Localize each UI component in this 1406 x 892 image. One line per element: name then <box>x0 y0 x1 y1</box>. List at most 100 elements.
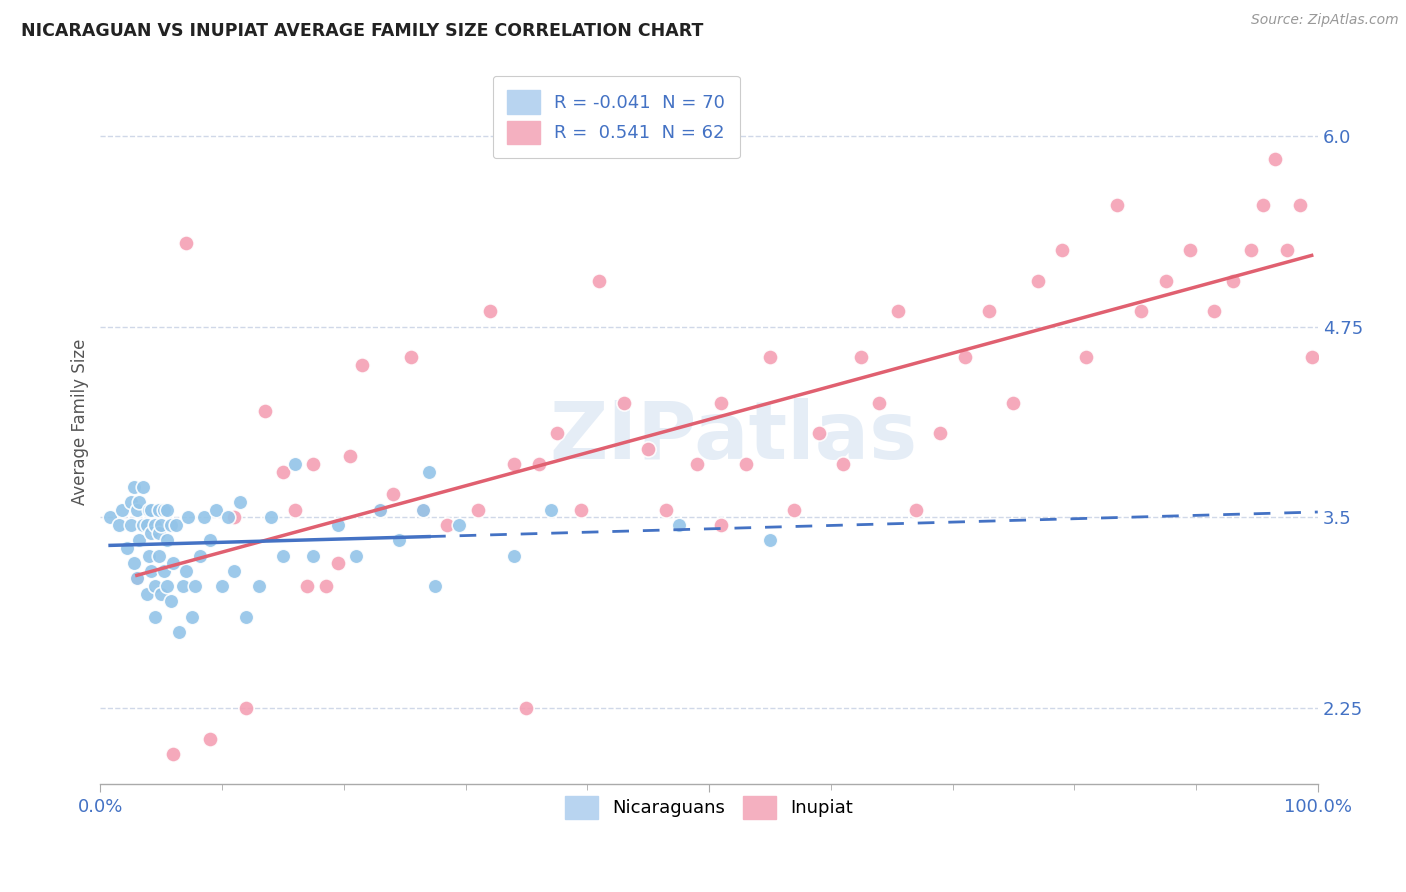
Point <box>152 502 174 516</box>
Point <box>152 564 174 578</box>
Point <box>120 518 142 533</box>
Point <box>150 518 173 533</box>
Point <box>188 549 211 563</box>
Point <box>297 579 319 593</box>
Point <box>613 396 636 410</box>
Point <box>107 518 129 533</box>
Point <box>160 518 183 533</box>
Point <box>124 480 146 494</box>
Point <box>224 510 246 524</box>
Point <box>783 502 806 516</box>
Point <box>184 579 207 593</box>
Point <box>315 579 337 593</box>
Point <box>156 579 179 593</box>
Point <box>128 495 150 509</box>
Point <box>177 510 200 524</box>
Point <box>759 350 782 364</box>
Point <box>710 396 733 410</box>
Point <box>132 518 155 533</box>
Point <box>418 465 440 479</box>
Text: NICARAGUAN VS INUPIAT AVERAGE FAMILY SIZE CORRELATION CHART: NICARAGUAN VS INUPIAT AVERAGE FAMILY SIZ… <box>21 22 703 40</box>
Point <box>869 396 891 410</box>
Point <box>569 502 592 516</box>
Point <box>478 304 501 318</box>
Point <box>98 510 121 524</box>
Point <box>247 579 270 593</box>
Point <box>412 502 434 516</box>
Legend: Nicaraguans, Inupiat: Nicaraguans, Inupiat <box>558 789 860 826</box>
Point <box>734 457 756 471</box>
Point <box>148 502 170 516</box>
Point <box>162 556 184 570</box>
Text: ZIPatlas: ZIPatlas <box>550 398 918 475</box>
Point <box>143 579 166 593</box>
Point <box>211 579 233 593</box>
Point <box>260 510 283 524</box>
Point <box>135 587 157 601</box>
Point <box>229 495 252 509</box>
Point <box>515 701 537 715</box>
Point <box>1105 197 1128 211</box>
Point <box>1240 244 1263 258</box>
Point <box>1204 304 1226 318</box>
Y-axis label: Average Family Size: Average Family Size <box>72 339 89 505</box>
Point <box>143 518 166 533</box>
Point <box>148 549 170 563</box>
Point <box>169 624 191 639</box>
Point <box>1130 304 1153 318</box>
Point <box>1264 152 1286 166</box>
Point <box>467 502 489 516</box>
Point <box>235 609 257 624</box>
Point <box>546 426 568 441</box>
Point <box>977 304 1000 318</box>
Point <box>141 525 163 540</box>
Point <box>1050 244 1073 258</box>
Point <box>588 274 610 288</box>
Text: Source: ZipAtlas.com: Source: ZipAtlas.com <box>1251 13 1399 28</box>
Point <box>449 518 471 533</box>
Point <box>423 579 446 593</box>
Point <box>436 518 458 533</box>
Point <box>180 609 202 624</box>
Point <box>1288 197 1310 211</box>
Point <box>162 747 184 761</box>
Point <box>686 457 709 471</box>
Point <box>637 442 659 456</box>
Point <box>710 518 733 533</box>
Point <box>148 525 170 540</box>
Point <box>271 465 294 479</box>
Point <box>143 609 166 624</box>
Point <box>540 502 562 516</box>
Point <box>1301 350 1323 364</box>
Point <box>302 549 325 563</box>
Point <box>174 235 197 250</box>
Point <box>120 495 142 509</box>
Point <box>381 487 404 501</box>
Point <box>399 350 422 364</box>
Point <box>165 518 187 533</box>
Point <box>326 518 349 533</box>
Point <box>224 564 246 578</box>
Point <box>527 457 550 471</box>
Point <box>851 350 873 364</box>
Point <box>759 533 782 548</box>
Point <box>115 541 138 555</box>
Point <box>352 358 374 372</box>
Point <box>503 457 526 471</box>
Point <box>198 731 221 746</box>
Point <box>128 533 150 548</box>
Point <box>138 502 160 516</box>
Point <box>160 594 183 608</box>
Point <box>1277 244 1299 258</box>
Point <box>132 480 155 494</box>
Point <box>135 518 157 533</box>
Point <box>156 502 179 516</box>
Point <box>125 502 148 516</box>
Point <box>217 510 239 524</box>
Point <box>905 502 928 516</box>
Point <box>193 510 215 524</box>
Point <box>138 549 160 563</box>
Point <box>370 502 392 516</box>
Point <box>205 502 228 516</box>
Point <box>125 571 148 585</box>
